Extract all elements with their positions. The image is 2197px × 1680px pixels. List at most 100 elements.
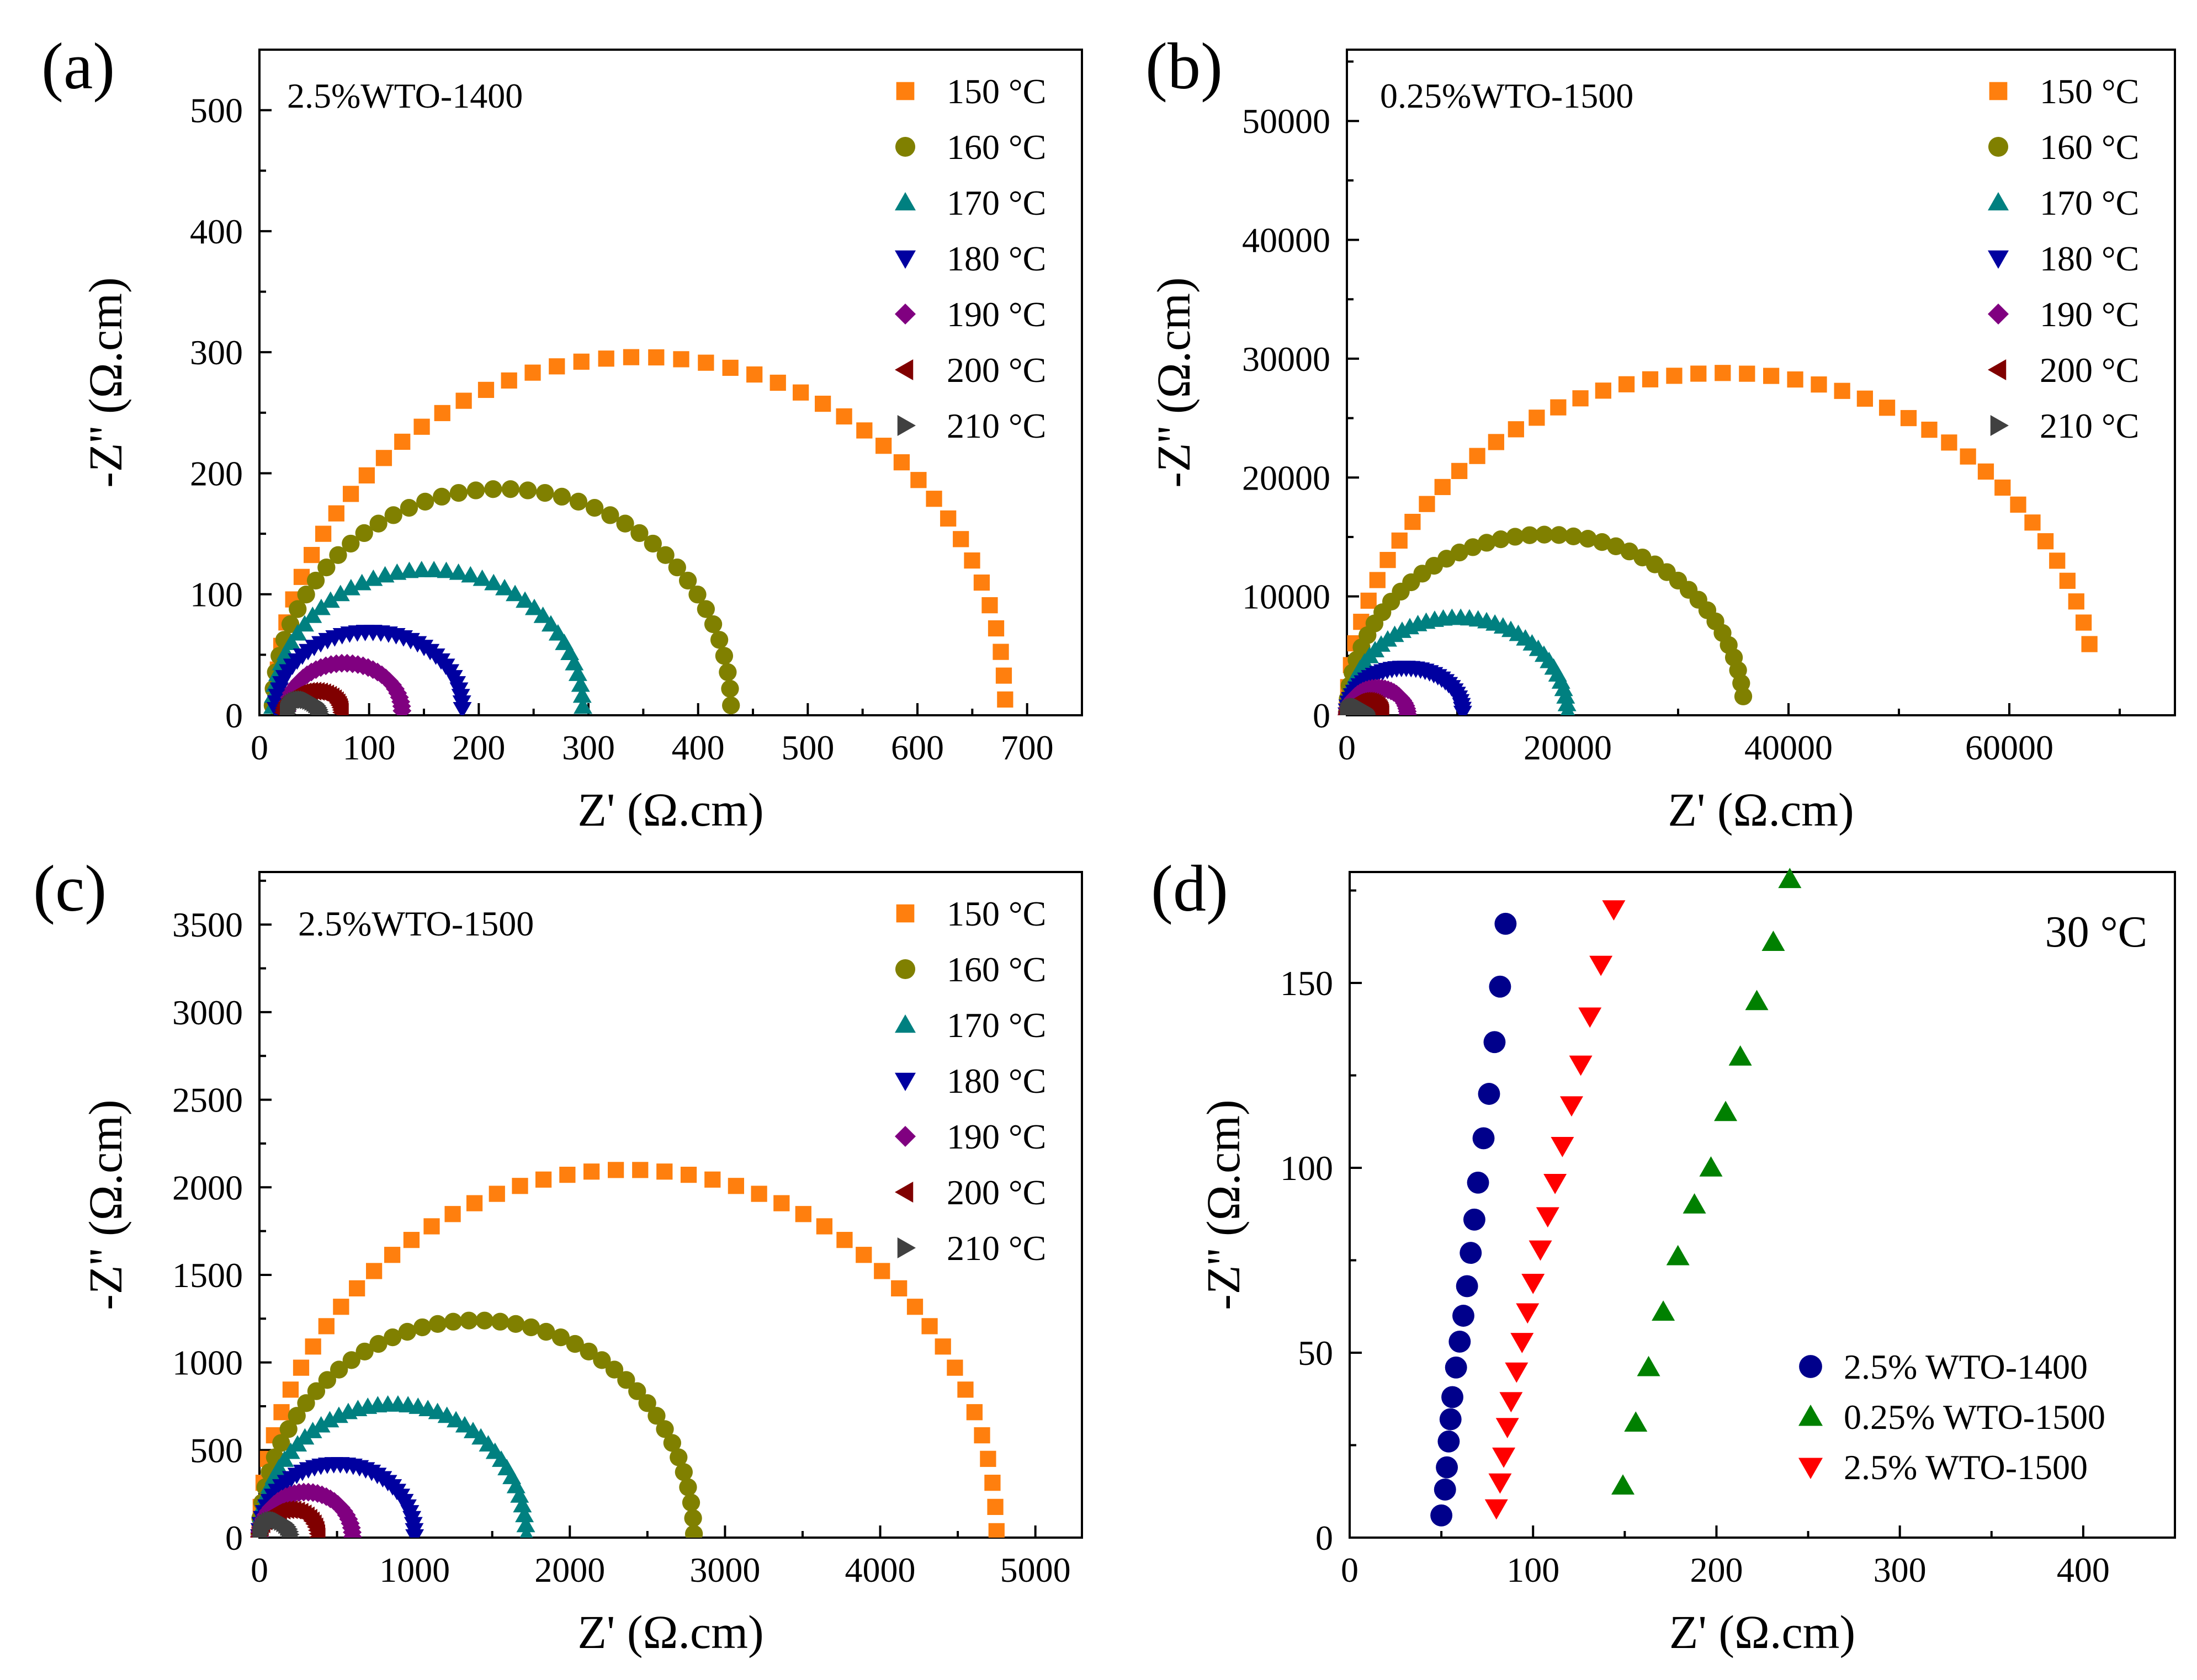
data-point (1549, 526, 1568, 544)
data-point (910, 472, 927, 488)
data-point (1488, 1473, 1512, 1494)
data-point (2075, 614, 2092, 631)
panel-letter: (c) (33, 852, 107, 925)
data-point (1994, 479, 2011, 496)
legend-label: 180 °C (2040, 239, 2139, 278)
data-point (413, 1318, 432, 1337)
data-point (537, 1322, 555, 1341)
data-point (1557, 694, 1577, 711)
data-point (405, 1529, 424, 1538)
data-point (273, 1404, 290, 1421)
legend-label: 2.5% WTO-1500 (1844, 1448, 2088, 1487)
data-point (369, 1335, 388, 1353)
data-point (721, 679, 739, 698)
data-point (1467, 1171, 1489, 1194)
plot-frame (1349, 871, 2176, 1539)
data-point (795, 1206, 811, 1222)
y-tick-label: 200 (190, 454, 243, 493)
data-point (569, 492, 588, 511)
legend-marker (895, 192, 916, 211)
legend-label: 170 °C (2040, 183, 2139, 222)
data-point (1436, 1456, 1458, 1479)
y-tick-label: 50000 (1242, 102, 1330, 141)
y-tick-label: 0 (1313, 696, 1330, 735)
data-point (366, 1263, 383, 1279)
data-point (684, 1524, 703, 1538)
data-point (1977, 463, 1994, 480)
plot-frame (258, 871, 1083, 1539)
y-tick-label: 400 (190, 212, 243, 251)
legend-marker (895, 1072, 916, 1091)
legend-marker (895, 1014, 916, 1033)
legend-marker (895, 359, 914, 380)
data-series (1340, 697, 1376, 715)
x-tick-label: 0 (251, 728, 268, 767)
data-point (679, 1478, 697, 1496)
data-point (288, 1407, 306, 1425)
data-point (1666, 368, 1683, 384)
data-series (252, 1511, 300, 1538)
data-point (1456, 1275, 1478, 1298)
data-point (1450, 543, 1468, 562)
data-point (2037, 533, 2054, 550)
data-point (1478, 1083, 1500, 1105)
data-point (1391, 532, 1408, 549)
data-point (466, 1195, 483, 1211)
data-point (428, 1315, 447, 1333)
legend-marker (1988, 304, 2009, 325)
data-point (328, 505, 344, 522)
data-point (305, 1338, 321, 1355)
data-point (484, 480, 502, 498)
data-point (1520, 526, 1539, 544)
legend-marker (897, 415, 916, 436)
data-point (704, 615, 723, 634)
data-point (321, 591, 340, 608)
y-tick-label: 500 (190, 1431, 243, 1470)
data-point (648, 1407, 666, 1425)
sample-label: 0.25%WTO-1500 (1380, 76, 1633, 115)
data-point (874, 1263, 890, 1279)
data-point (893, 454, 910, 471)
data-point (501, 480, 519, 498)
data-point (836, 1232, 853, 1248)
legend-label: 200 °C (947, 1173, 1046, 1212)
data-point (644, 534, 662, 553)
data-point (516, 1516, 535, 1533)
data-point (1578, 1007, 1602, 1028)
x-axis-title: Z' (Ω.cm) (1668, 783, 1854, 836)
data-point (400, 561, 419, 578)
data-point (315, 525, 332, 542)
data-point (416, 492, 434, 511)
data-point (444, 1206, 461, 1222)
data-point (1477, 534, 1496, 552)
y-tick-label: 0 (225, 1518, 243, 1557)
data-point (491, 1312, 510, 1331)
data-point (1448, 1330, 1471, 1353)
data-point (318, 1371, 336, 1389)
data-point (2010, 496, 2026, 513)
legend-label: 200 °C (947, 350, 1046, 390)
panel-letter: (b) (1145, 29, 1223, 103)
y-axis-title: -Z'' (Ω.cm) (1197, 1099, 1250, 1310)
legend-marker (895, 959, 916, 980)
x-tick-label: 300 (1874, 1550, 1927, 1589)
data-point (1398, 705, 1417, 715)
data-point (311, 598, 331, 615)
legend-label: 180 °C (947, 1061, 1046, 1100)
data-point (1699, 1156, 1723, 1177)
data-point (670, 1448, 688, 1466)
legend-label: 170 °C (947, 1006, 1046, 1045)
data-point (1593, 533, 1611, 551)
data-point (1624, 1411, 1648, 1432)
x-axis-title: Z' (Ω.cm) (577, 783, 763, 836)
data-point (2081, 636, 2098, 652)
data-point (484, 573, 503, 591)
data-point (973, 574, 990, 591)
data-point (403, 1232, 420, 1248)
data-point (605, 1360, 624, 1379)
legend-label: 160 °C (947, 950, 1046, 989)
data-point (981, 597, 998, 614)
data-point (1360, 705, 1376, 715)
